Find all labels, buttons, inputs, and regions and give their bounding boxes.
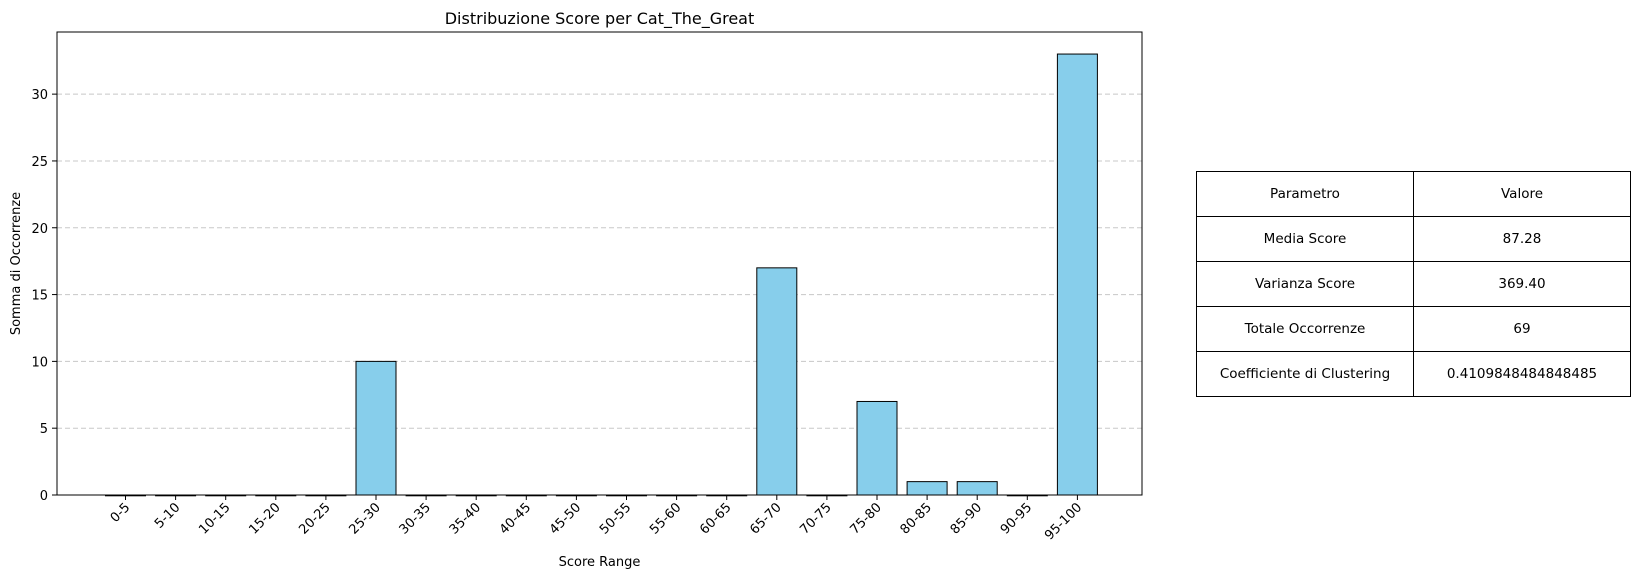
x-tick-label: 95-100 [1042, 500, 1085, 543]
y-tick-label: 0 [40, 489, 48, 504]
parameter-name-cell: Media Score [1196, 216, 1414, 262]
x-tick-label: 55-60 [647, 500, 684, 537]
x-tick-label: 80-85 [898, 500, 935, 537]
x-tick-label: 90-95 [998, 500, 1035, 537]
bar [856, 400, 898, 496]
bars [105, 53, 1098, 497]
x-tick-label: 5-10 [152, 500, 183, 531]
parameter-name-cell: Totale Occorrenze [1196, 306, 1414, 352]
x-tick-label: 45-50 [547, 500, 584, 537]
x-tick-label: 75-80 [848, 500, 885, 537]
bar [956, 481, 998, 496]
parameter-value-cell: 0.4109848484848485 [1413, 351, 1631, 397]
parameter-value-cell: 69 [1413, 306, 1631, 352]
x-tick-label: 50-55 [597, 500, 634, 537]
x-tick-label: 30-35 [397, 500, 434, 537]
x-tick-label: 15-20 [246, 500, 283, 537]
x-tick-label: 10-15 [196, 500, 233, 537]
x-tick-label: 25-30 [347, 500, 384, 537]
x-tick-label: 40-45 [497, 500, 534, 537]
y-tick-label: 20 [31, 222, 48, 237]
parameter-value-cell: 369.40 [1413, 261, 1631, 307]
stats-table: Parametro Valore Media Score 87.28 Varia… [1196, 171, 1631, 397]
bar [756, 267, 798, 496]
table-row: Coefficiente di Clustering 0.41098484848… [1196, 351, 1631, 397]
parameter-value-cell: 87.28 [1413, 216, 1631, 262]
table-header-row: Parametro Valore [1196, 171, 1631, 217]
x-tick-label: 35-40 [447, 500, 484, 537]
parameter-name-cell: Coefficiente di Clustering [1196, 351, 1414, 397]
x-tick-label: 70-75 [797, 500, 834, 537]
y-axis-label: Somma di Occorrenze [9, 192, 24, 335]
x-axis-label: Score Range [559, 555, 641, 570]
grid-lines [57, 93, 1142, 429]
y-tick-label: 5 [40, 422, 48, 437]
y-tick-label: 10 [31, 355, 48, 370]
bar [355, 360, 397, 496]
y-axis-ticks: 0 5 10 15 20 25 30 [31, 88, 57, 504]
parameter-name-cell: Varianza Score [1196, 261, 1414, 307]
x-axis-ticks: 0-5 5-10 10-15 15-20 20-25 25-30 30-35 35-40 40-… [108, 495, 1085, 543]
y-tick-label: 30 [31, 88, 48, 103]
table-header-cell: Parametro [1196, 171, 1414, 217]
table-row: Totale Occorrenze 69 [1196, 306, 1631, 352]
bar [906, 481, 948, 496]
table-header-cell: Valore [1413, 171, 1631, 217]
plot-frame [56, 31, 1143, 496]
y-tick-label: 15 [31, 289, 48, 304]
x-tick-label: 20-25 [296, 500, 333, 537]
table-row: Varianza Score 369.40 [1196, 261, 1631, 307]
x-tick-label: 60-65 [697, 500, 734, 537]
bar [1056, 53, 1098, 496]
y-tick-label: 25 [31, 155, 48, 170]
x-tick-label: 85-90 [948, 500, 985, 537]
x-tick-label: 0-5 [108, 500, 134, 526]
chart-title: Distribuzione Score per Cat_The_Great [445, 9, 755, 29]
table-row: Media Score 87.28 [1196, 216, 1631, 262]
x-tick-label: 65-70 [747, 500, 784, 537]
